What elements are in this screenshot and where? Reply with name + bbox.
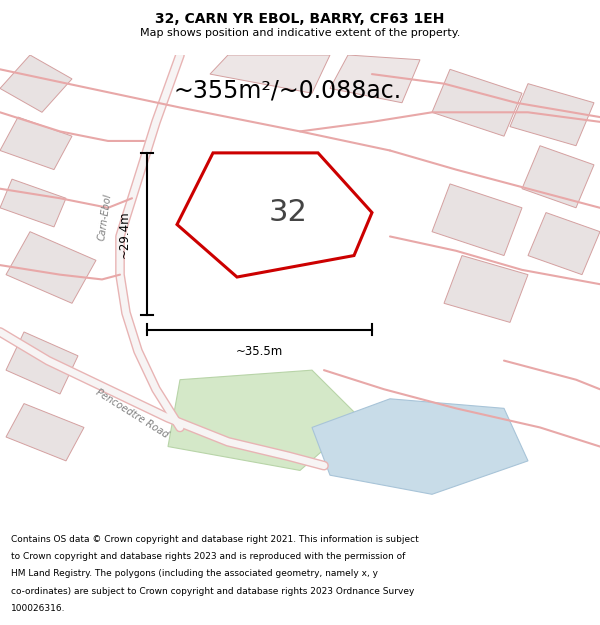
Polygon shape bbox=[510, 84, 594, 146]
Text: 32: 32 bbox=[269, 198, 307, 227]
Polygon shape bbox=[0, 179, 66, 227]
Polygon shape bbox=[6, 404, 84, 461]
Polygon shape bbox=[0, 117, 72, 169]
Polygon shape bbox=[444, 256, 528, 322]
Text: to Crown copyright and database rights 2023 and is reproduced with the permissio: to Crown copyright and database rights 2… bbox=[11, 552, 405, 561]
Polygon shape bbox=[177, 153, 372, 277]
Text: ~29.4m: ~29.4m bbox=[118, 210, 131, 258]
Polygon shape bbox=[6, 232, 96, 303]
Polygon shape bbox=[0, 55, 72, 112]
Text: Pencoedtre Road: Pencoedtre Road bbox=[94, 387, 170, 439]
Polygon shape bbox=[432, 184, 522, 256]
Polygon shape bbox=[6, 332, 78, 394]
Text: ~35.5m: ~35.5m bbox=[236, 344, 283, 357]
Text: co-ordinates) are subject to Crown copyright and database rights 2023 Ordnance S: co-ordinates) are subject to Crown copyr… bbox=[11, 587, 414, 596]
Text: ~355m²/~0.088ac.: ~355m²/~0.088ac. bbox=[174, 79, 402, 102]
Polygon shape bbox=[522, 146, 594, 208]
Text: 32, CARN YR EBOL, BARRY, CF63 1EH: 32, CARN YR EBOL, BARRY, CF63 1EH bbox=[155, 12, 445, 26]
Polygon shape bbox=[528, 213, 600, 274]
Text: Contains OS data © Crown copyright and database right 2021. This information is : Contains OS data © Crown copyright and d… bbox=[11, 535, 419, 544]
Polygon shape bbox=[168, 370, 360, 471]
Text: 100026316.: 100026316. bbox=[11, 604, 65, 612]
Text: HM Land Registry. The polygons (including the associated geometry, namely x, y: HM Land Registry. The polygons (includin… bbox=[11, 569, 378, 579]
Polygon shape bbox=[210, 55, 330, 93]
Text: Carn-Ebol: Carn-Ebol bbox=[97, 193, 113, 242]
Polygon shape bbox=[432, 69, 522, 136]
Polygon shape bbox=[312, 399, 528, 494]
Polygon shape bbox=[330, 55, 420, 102]
Text: Map shows position and indicative extent of the property.: Map shows position and indicative extent… bbox=[140, 29, 460, 39]
